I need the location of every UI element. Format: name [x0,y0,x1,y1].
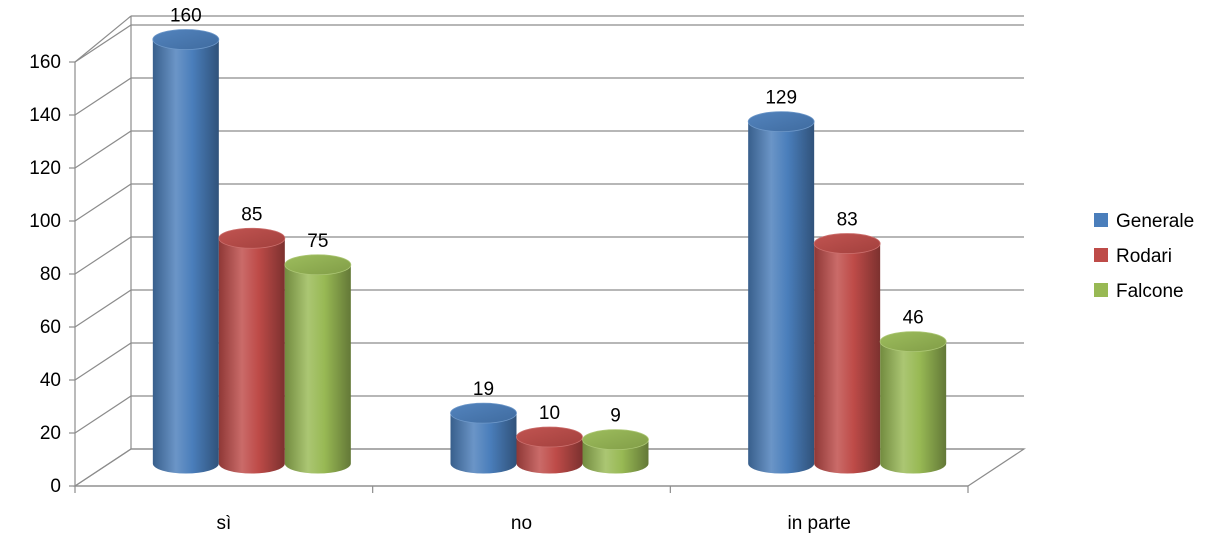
legend-label: Rodari [1116,246,1172,267]
bar-Falcone-no [582,429,649,474]
gridline [74,24,1024,63]
data-label: 85 [241,204,262,225]
gridline [74,342,1024,381]
x-tick-label: sì [216,513,231,533]
gridline [74,448,1024,487]
legend-label: Generale [1116,211,1194,232]
y-tick-label: 60 [40,317,61,338]
legend: Generale Rodari Falcone [1094,211,1194,302]
y-axis-ticks: 0 20 40 60 80 100 120 140 160 [29,52,75,497]
bar-Rodari-sì [218,227,286,474]
gridline [74,289,1024,328]
legend-swatch [1094,283,1108,297]
data-label: 9 [610,406,621,427]
gridline [74,395,1024,434]
y-tick-label: 120 [29,158,61,179]
data-label: 75 [307,231,328,252]
y-tick-label: 0 [50,476,61,497]
gridlines [74,15,1024,487]
y-tick-label: 140 [29,105,61,126]
data-label: 160 [170,6,202,27]
gridline [74,77,1024,116]
gridline [74,130,1024,169]
gridline [74,183,1024,222]
data-label: 129 [765,88,797,109]
legend-swatch [1094,248,1108,262]
y-tick-label: 160 [29,52,61,73]
x-tick-label: no [511,513,532,533]
data-label: 10 [539,403,560,424]
data-label: 46 [903,308,924,329]
gridline [74,15,132,63]
bar-Falcone-sì [284,254,352,474]
x-tick-label: in parte [787,513,850,533]
bar-Rodari-no [516,426,583,474]
legend-label: Falcone [1116,281,1184,302]
y-tick-label: 80 [40,264,61,285]
legend-swatch [1094,213,1108,227]
data-label: 83 [837,210,858,231]
gridline [74,236,1024,275]
legend-item-Rodari: Rodari [1094,246,1172,267]
y-tick-label: 40 [40,370,61,391]
y-tick-label: 100 [29,211,61,232]
bar-Generale-sì [152,29,220,474]
bar-Falcone-in parte [879,331,947,474]
data-label: 19 [473,379,494,400]
legend-item-Falcone: Falcone [1094,281,1184,302]
x-axis-ticks: sì no in parte [74,486,969,533]
bar-Generale-no [450,402,517,474]
y-tick-label: 20 [40,423,61,444]
bars [152,29,947,474]
data-labels: 160 85 75 19 10 9 129 83 46 [170,6,924,427]
legend-item-Generale: Generale [1094,211,1194,232]
bar-Generale-in parte [747,111,815,474]
bar-Rodari-in parte [813,233,881,474]
